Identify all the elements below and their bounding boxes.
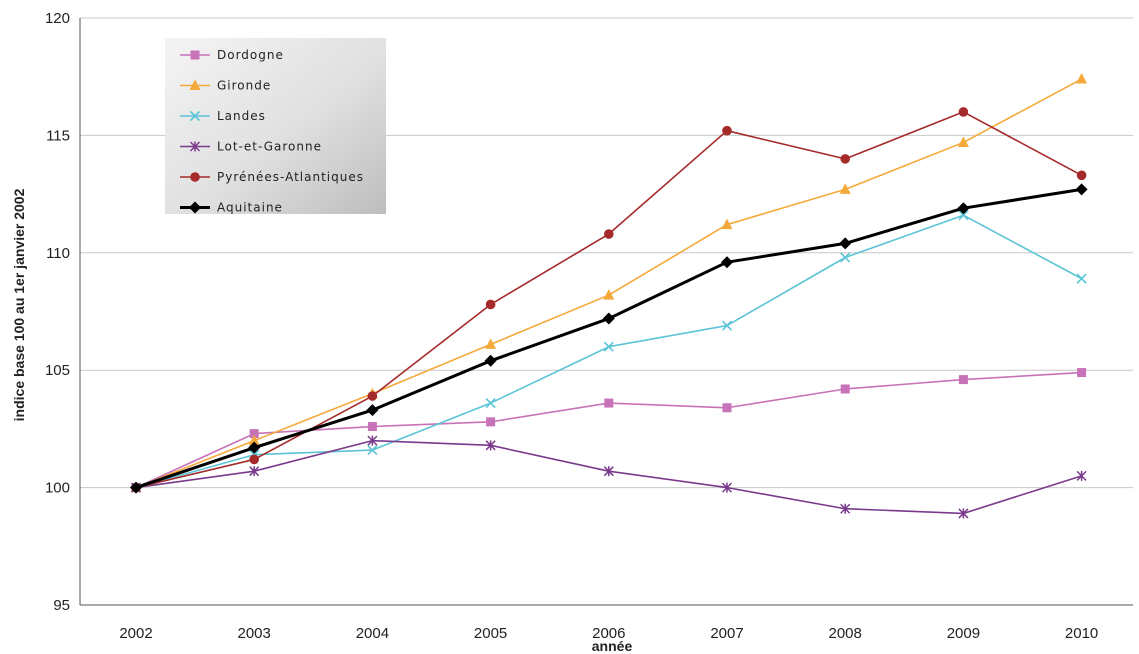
data-point	[484, 354, 497, 367]
x-tick-label: 2008	[829, 625, 862, 642]
data-point	[190, 172, 200, 182]
data-point	[603, 289, 615, 300]
data-point	[721, 218, 733, 230]
data-point	[603, 341, 614, 352]
data-point	[604, 229, 614, 239]
data-point	[248, 434, 260, 446]
y-tick-label: 115	[46, 127, 70, 144]
data-point	[189, 201, 201, 214]
series-aquitaine	[130, 183, 1088, 494]
data-point	[721, 256, 733, 269]
data-point	[722, 403, 732, 413]
data-point	[840, 384, 850, 394]
data-point	[189, 79, 201, 90]
data-point	[189, 141, 201, 152]
x-tick-label: 2009	[947, 625, 980, 642]
y-axis-title: indice base 100 au 1er janvier 2002	[11, 188, 27, 421]
data-point	[367, 422, 377, 432]
data-point	[130, 481, 142, 494]
legend-item: Gironde	[180, 79, 271, 93]
data-point	[485, 440, 496, 451]
x-tick-label: 2005	[474, 625, 507, 642]
legend-label: Dordogne	[217, 48, 284, 62]
x-tick-label: 2004	[356, 625, 389, 642]
data-point	[1077, 368, 1087, 378]
legend-label: Gironde	[217, 79, 271, 93]
data-point	[1075, 183, 1088, 196]
data-point	[958, 375, 968, 385]
data-point	[958, 508, 969, 519]
x-tick-label: 2010	[1065, 625, 1098, 642]
y-tick-label: 100	[45, 480, 70, 497]
legend-item: Pyrénées-Atlantiques	[180, 170, 364, 184]
legend-label: Pyrénées-Atlantiques	[217, 170, 364, 184]
data-point	[366, 404, 379, 417]
data-point	[249, 454, 259, 465]
series-lines	[130, 73, 1088, 519]
legend-item: Dordogne	[180, 48, 284, 62]
x-tick-label: 2007	[710, 625, 743, 642]
data-point	[485, 398, 496, 409]
series-line	[135, 439, 1082, 515]
data-point	[839, 237, 852, 250]
data-point	[367, 444, 378, 456]
data-point	[249, 466, 260, 477]
data-point	[958, 210, 969, 221]
data-point	[249, 429, 259, 439]
axes: 95 100 105 110 115 120 2002 2003 2004 2005 2006 200…	[45, 10, 1133, 642]
data-point	[839, 183, 851, 194]
data-point	[1076, 273, 1087, 284]
y-tick-label: 110	[46, 245, 70, 262]
y-tick-label: 120	[45, 10, 70, 27]
data-point	[840, 503, 851, 514]
y-tick-label: 95	[53, 597, 70, 614]
legend-item: Landes	[180, 109, 266, 123]
data-point	[603, 466, 614, 477]
legend-label: Lot-et-Garonne	[217, 140, 322, 154]
legend-item: Aquitaine	[180, 201, 283, 215]
data-point	[485, 338, 497, 349]
legend-item: Lot-et-Garonne	[180, 140, 322, 154]
data-point	[958, 107, 969, 117]
data-point	[604, 398, 614, 408]
data-point	[485, 299, 496, 310]
legend-box	[165, 38, 386, 214]
x-axis-title: année	[592, 638, 633, 654]
data-point	[840, 252, 851, 263]
data-point	[190, 50, 200, 60]
data-point	[840, 154, 850, 164]
legend-label: Aquitaine	[217, 201, 283, 215]
x-tick-label: 2006	[592, 625, 625, 642]
x-tick-label: 2003	[238, 625, 271, 642]
data-point	[721, 482, 733, 493]
legend: Dordogne Gironde Landes Lot-et-Garonne Pyrén…	[165, 38, 386, 215]
series-lot-et-garonne	[130, 435, 1087, 519]
x-tick-label: 2002	[119, 625, 152, 642]
data-point	[957, 136, 969, 147]
data-point	[248, 441, 261, 454]
data-point	[957, 202, 970, 215]
data-point	[721, 320, 733, 331]
data-point	[1076, 170, 1087, 181]
data-point	[367, 435, 378, 446]
data-point	[722, 125, 732, 136]
data-point	[367, 391, 378, 401]
data-point	[189, 110, 201, 122]
data-point	[1076, 73, 1088, 84]
data-point	[602, 312, 615, 325]
data-point	[486, 417, 496, 427]
y-tick-label: 105	[45, 362, 70, 379]
data-point	[1076, 470, 1087, 481]
legend-label: Landes	[217, 109, 266, 123]
